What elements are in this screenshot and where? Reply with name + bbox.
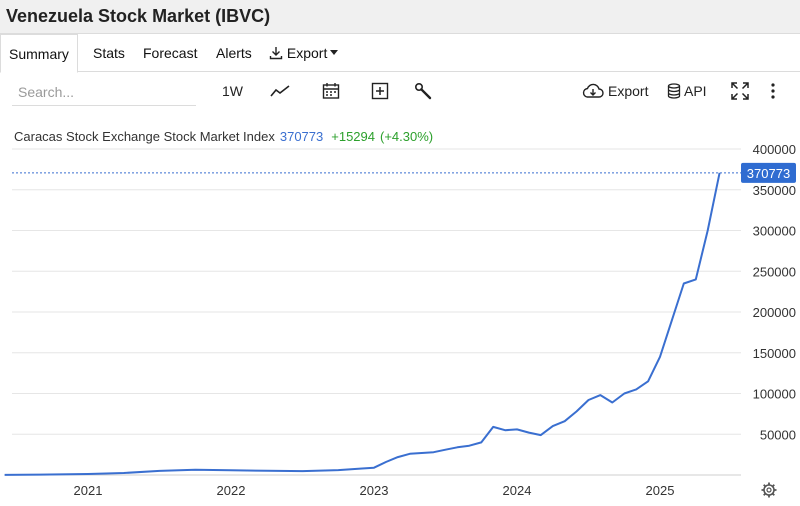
x-tick-label: 2024 xyxy=(503,483,532,498)
database-icon xyxy=(667,83,681,99)
tab-alerts[interactable]: Alerts xyxy=(216,45,252,61)
export-button-label: Export xyxy=(608,83,649,99)
export-button[interactable]: Export xyxy=(582,80,648,102)
api-button[interactable]: API xyxy=(667,80,707,102)
chart-settings-button[interactable] xyxy=(761,482,777,498)
fullscreen-button[interactable] xyxy=(731,80,749,102)
line-chart-icon xyxy=(270,85,290,97)
more-vertical-icon xyxy=(771,83,775,99)
page-title: Venezuela Stock Market (IBVC) xyxy=(6,6,271,26)
tab-summary[interactable]: Summary xyxy=(0,34,78,73)
toolbar: 1W Export API xyxy=(0,72,800,110)
last-value-badge: 370773 xyxy=(741,162,796,183)
api-button-label: API xyxy=(684,83,707,99)
chart-area: 50000 100000 150000 200000 250000 300000 35000… xyxy=(0,110,800,506)
fullscreen-icon xyxy=(731,82,749,100)
chevron-down-icon xyxy=(330,49,339,55)
y-tick-label: 50000 xyxy=(760,427,796,442)
series-line xyxy=(4,172,721,476)
legend-last-value: 370773 xyxy=(280,129,323,144)
last-value-label: 370773 xyxy=(747,166,790,181)
y-tick-label: 400000 xyxy=(753,142,796,157)
legend-change-percent: (+4.30%) xyxy=(380,129,433,144)
settings-wrench-button[interactable] xyxy=(414,80,432,102)
line-chart-button[interactable] xyxy=(270,80,290,102)
y-tick-label: 250000 xyxy=(753,264,796,279)
calendar-button[interactable] xyxy=(322,80,340,102)
title-bar: Venezuela Stock Market (IBVC) xyxy=(0,0,800,34)
y-tick-label: 350000 xyxy=(753,183,796,198)
legend: Caracas Stock Exchange Stock Market Inde… xyxy=(14,129,433,144)
search-input[interactable] xyxy=(12,78,196,106)
x-tick-label: 2022 xyxy=(217,483,246,498)
tab-stats[interactable]: Stats xyxy=(93,45,125,61)
tab-forecast[interactable]: Forecast xyxy=(143,45,198,61)
wrench-icon xyxy=(414,82,432,100)
legend-change: +15294 xyxy=(331,129,375,144)
cloud-download-icon xyxy=(582,83,604,98)
line-chart: 50000 100000 150000 200000 250000 300000 35000… xyxy=(4,129,796,498)
y-tick-label: 100000 xyxy=(753,387,796,402)
range-button[interactable]: 1W xyxy=(222,83,243,99)
more-menu-button[interactable] xyxy=(768,80,778,102)
y-tick-label: 150000 xyxy=(753,346,796,361)
x-tick-label: 2021 xyxy=(74,483,103,498)
tab-export-label: Export xyxy=(286,45,328,61)
download-icon xyxy=(269,47,283,60)
calendar-icon xyxy=(322,83,340,99)
plus-box-icon xyxy=(371,82,389,100)
add-indicator-button[interactable] xyxy=(371,80,389,102)
x-tick-label: 2025 xyxy=(646,483,675,498)
y-tick-label: 200000 xyxy=(753,305,796,320)
tab-export[interactable]: Export xyxy=(269,34,339,72)
y-tick-label: 300000 xyxy=(753,224,796,239)
legend-series-name: Caracas Stock Exchange Stock Market Inde… xyxy=(14,129,275,144)
tab-bar: Summary Stats Forecast Alerts Export xyxy=(0,34,800,73)
x-tick-label: 2023 xyxy=(360,483,389,498)
gear-icon xyxy=(763,484,775,496)
